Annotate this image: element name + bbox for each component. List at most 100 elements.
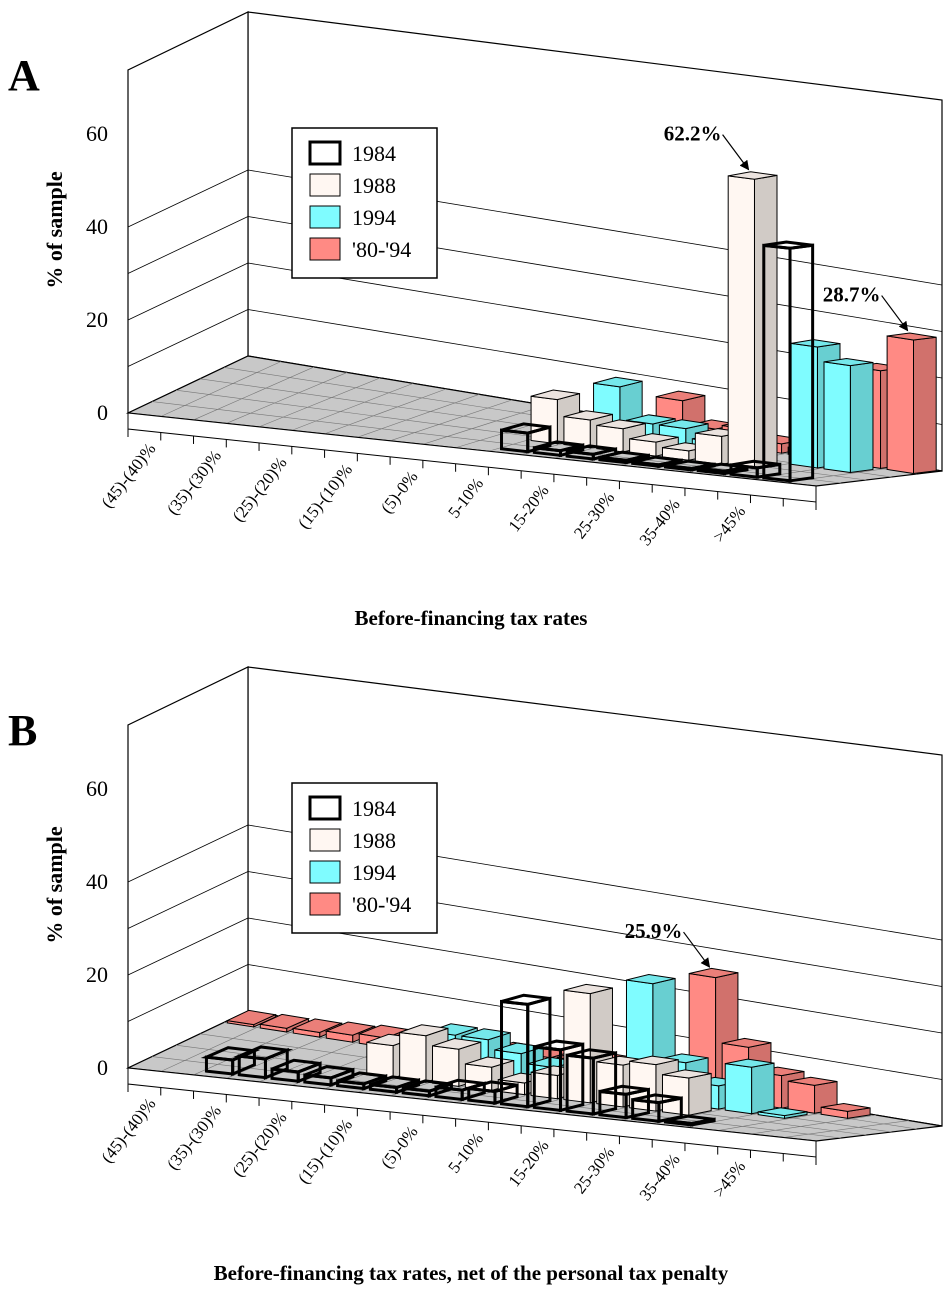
x-tick-label: 35-40% (636, 1150, 684, 1204)
legend-label: 1994 (352, 860, 396, 885)
bar-top (722, 1037, 772, 1048)
legend-label: 1994 (352, 205, 396, 230)
y-tick-label: 40 (86, 869, 108, 894)
legend-swatch (309, 860, 341, 884)
bar-top (662, 1069, 712, 1079)
bar-1984-col19 (762, 240, 815, 483)
bar-top (632, 1093, 682, 1105)
bar-top (599, 450, 649, 462)
gridline-side (127, 917, 249, 976)
x-tick-label: (15)-(10)% (294, 1115, 356, 1187)
floor-grid (422, 404, 546, 445)
bar-top (399, 1024, 449, 1037)
bar-top (324, 1021, 377, 1036)
bar-top (468, 1080, 518, 1093)
bar-80-94-col20 (886, 332, 937, 475)
floor-grid (258, 377, 381, 428)
y-tick-label: 40 (86, 214, 108, 239)
bar-front (727, 175, 755, 470)
bar-top (887, 332, 937, 341)
bar-top (563, 410, 613, 421)
x-tick-label: 15-20% (505, 1136, 553, 1190)
legend-swatch (309, 237, 341, 261)
bar-side (913, 336, 937, 475)
x-tick-label: (35)-(30)% (163, 446, 225, 518)
legend-swatch (309, 205, 341, 229)
chart-panel-b: B 0 20 40 60% of sample (45)-(40)% (35)-(30)%(… (0, 655, 943, 1310)
bar-top (233, 1045, 294, 1061)
x-tick-label: (15)-(10)% (294, 460, 356, 532)
x-tick-label: (25)-(20)% (229, 453, 291, 525)
annotation-label: 25.9% (625, 919, 683, 943)
floor-grid (389, 399, 513, 442)
bar-top (337, 1071, 387, 1086)
bar-top (725, 1058, 775, 1068)
bar-top (656, 390, 705, 402)
annotation-arrow (722, 134, 750, 171)
bar-1984-col11 (500, 993, 552, 1109)
bar-top (291, 1018, 344, 1033)
bar-front (823, 361, 851, 474)
bar-front (530, 395, 558, 445)
y-tick-label: 60 (86, 776, 108, 801)
bar-top (791, 339, 841, 348)
annotation-label: 62.2% (664, 122, 722, 146)
x-axis-title: Before-financing tax rates (355, 606, 588, 630)
x-tick-label: >45% (709, 1157, 749, 1201)
bar-top (632, 455, 682, 467)
bar-top (563, 983, 613, 995)
side-wall (127, 11, 249, 414)
bar-front (399, 1031, 427, 1083)
legend-label: 1988 (352, 828, 396, 853)
x-tick-label: 25-30% (570, 488, 618, 542)
legend-label: 1988 (352, 173, 396, 198)
bar-top (533, 440, 584, 453)
bar-top (225, 1009, 278, 1026)
bar-top (728, 171, 778, 180)
bar-front (787, 1080, 816, 1114)
x-axis-title: Before-financing tax rates, net of the p… (214, 1261, 729, 1285)
legend-label: 1984 (352, 796, 396, 821)
y-tick-label: 20 (86, 962, 108, 987)
bar-80-94-col18 (820, 1103, 871, 1119)
legend-swatch (309, 828, 341, 852)
bar-1984-col12 (532, 1039, 585, 1113)
bar-top (501, 993, 551, 1006)
bar-top (566, 1048, 616, 1060)
bar-80-94-col0 (225, 1009, 278, 1028)
bar-top (659, 419, 709, 430)
bar-front (886, 335, 915, 475)
bar-top (432, 1038, 482, 1050)
x-tick-label: (35)-(30)% (163, 1101, 225, 1173)
bar-1994-col19 (823, 358, 874, 474)
bar-top (629, 1055, 679, 1066)
y-tick-label: 0 (97, 1055, 108, 1080)
bar-1984-col8 (401, 1079, 453, 1098)
bar-top (821, 1103, 871, 1112)
x-tick-label: (25)-(20)% (229, 1108, 291, 1180)
bar-top (823, 358, 874, 367)
legend: 1984 1988 1994 '80-'94 (291, 127, 438, 279)
floor-grid (291, 383, 414, 431)
x-tick-label: (5)-0% (377, 467, 422, 517)
bar-1984-col14 (598, 1084, 650, 1120)
gridline-side (127, 964, 249, 1022)
legend-swatch (309, 173, 341, 197)
legend-swatch (308, 795, 342, 821)
legend-label: '80-'94 (352, 237, 411, 262)
legend-label: '80-'94 (352, 892, 411, 917)
y-axis-title: % of sample (42, 171, 67, 289)
x-tick-label: (45)-(40)% (97, 1095, 159, 1167)
annotation-arrow (881, 295, 909, 332)
bar-side (751, 1062, 775, 1115)
bar-top (730, 459, 781, 470)
legend-swatch (308, 140, 342, 166)
bar-top (461, 1028, 511, 1041)
x-tick-label: >45% (709, 502, 749, 546)
floor-grid (324, 388, 447, 435)
legend: 1984 1988 1994 '80-'94 (291, 782, 438, 934)
y-axis-title: % of sample (42, 826, 67, 944)
bar-1984-col7 (368, 1075, 421, 1095)
x-tick-label: 5-10% (444, 1129, 487, 1176)
floor-grid (160, 361, 282, 417)
